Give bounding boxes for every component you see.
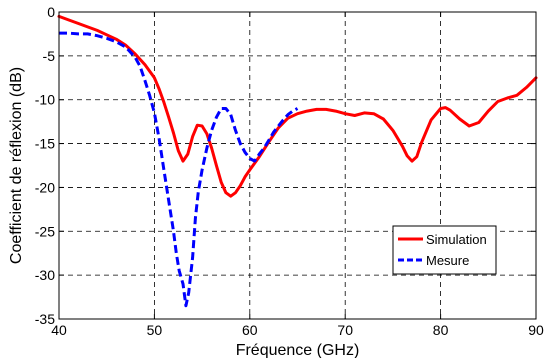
y-tick-label: -35 [35,311,55,327]
x-tick-label: 80 [433,322,449,338]
legend-label-simulation: Simulation [426,232,487,247]
x-tick-label: 40 [51,322,67,338]
legend-box [392,225,497,275]
legend: Simulation Mesure [392,225,497,275]
y-tick-label: -30 [35,267,55,283]
y-tick-label: -10 [35,92,55,108]
x-tick-label: 70 [337,322,353,338]
x-tick-label: 60 [242,322,258,338]
x-tick-label: 50 [147,322,163,338]
grid-lines [59,12,536,319]
x-tick-label: 90 [528,322,544,338]
y-tick-label: 0 [47,4,55,20]
series-lines [57,14,538,308]
series-line-simulation [57,14,538,198]
y-axis-label: Coefficient de réflexion (dB) [8,67,25,264]
y-tick-label: -15 [35,136,55,152]
legend-label-mesure: Mesure [426,253,469,268]
plot-frame [58,11,537,320]
y-tick-label: -25 [35,223,55,239]
y-tick-label: -5 [43,48,56,64]
x-axis-label: Fréquence (GHz) [236,342,360,358]
axis-ticks: 40 50 60 70 80 90 0 -5 -10 -15 -20 -25 -30 -35 [35,4,544,338]
y-tick-label: -20 [35,179,55,195]
series-line-mesure [59,31,299,308]
